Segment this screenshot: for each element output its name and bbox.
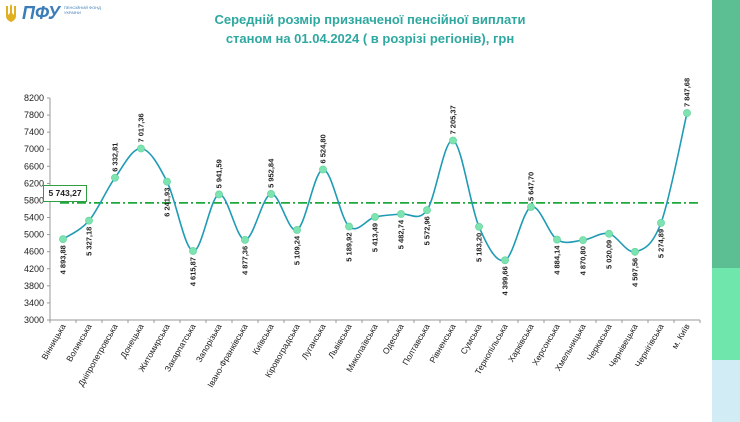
y-tick-label: 5800 bbox=[24, 195, 44, 205]
y-tick-label: 8200 bbox=[24, 93, 44, 103]
average-value-box: 5 743,27 bbox=[43, 185, 87, 202]
chart-axes: 3000 3400 3800 4200 4600 5000 5400 5800 6200 6600… bbox=[24, 93, 701, 325]
x-tick-label: Донецька bbox=[118, 322, 146, 360]
data-labels-group: 4 893,88 5 327,18 6 332,81 7 017,36 6 241,93… bbox=[59, 78, 692, 296]
y-tick-label: 5000 bbox=[24, 230, 44, 240]
y-tick-label: 7000 bbox=[24, 144, 44, 154]
data-point bbox=[137, 144, 145, 153]
data-point bbox=[527, 203, 535, 211]
x-tick-label: Харківська bbox=[506, 322, 536, 364]
data-point bbox=[267, 190, 275, 198]
data-label: 6 524,80 bbox=[319, 134, 328, 163]
data-label: 5 109,24 bbox=[293, 235, 302, 265]
data-label: 5 327,18 bbox=[85, 227, 94, 256]
data-point bbox=[319, 165, 327, 174]
data-label: 7 847,68 bbox=[683, 78, 692, 107]
sidebar-band-middle bbox=[712, 268, 740, 360]
data-point bbox=[657, 218, 665, 227]
data-point bbox=[423, 206, 431, 215]
data-point bbox=[85, 216, 93, 225]
logo-subtitle: ПЕНСІЙНИЙ ФОНД УКРАЇНИ bbox=[64, 5, 101, 15]
data-label: 5 482,74 bbox=[397, 219, 406, 249]
x-tick-label: Рівненська bbox=[427, 322, 458, 365]
data-point bbox=[501, 256, 509, 265]
data-label: 5 647,70 bbox=[527, 172, 536, 201]
y-tick-label: 4600 bbox=[24, 247, 44, 257]
y-tick-label: 3000 bbox=[24, 315, 44, 325]
sidebar-band-top bbox=[712, 0, 740, 268]
data-label: 5 952,84 bbox=[267, 158, 276, 188]
chart-title-line1: Середній розмір призначеної пенсійної ви… bbox=[214, 12, 526, 27]
data-point bbox=[215, 190, 223, 199]
y-tick-label: 6600 bbox=[24, 161, 44, 171]
data-point bbox=[683, 109, 691, 117]
data-label: 7 017,36 bbox=[137, 113, 146, 142]
data-point bbox=[371, 213, 379, 221]
chart-title: Середній розмір призначеної пенсійної ви… bbox=[150, 10, 590, 48]
x-tick-label: Черкаська bbox=[585, 322, 614, 363]
data-point bbox=[449, 136, 457, 145]
data-point bbox=[605, 229, 613, 238]
y-tick-label: 7800 bbox=[24, 110, 44, 120]
data-point bbox=[163, 177, 171, 186]
logo-text: ПФУ bbox=[22, 3, 61, 23]
data-label: 5 941,59 bbox=[215, 159, 224, 188]
x-tick-label: Волинська bbox=[64, 322, 94, 364]
data-label: 5 413,49 bbox=[371, 223, 380, 252]
x-tick-label: Одеська bbox=[380, 322, 406, 356]
data-point bbox=[59, 235, 67, 244]
data-point bbox=[189, 247, 197, 255]
data-label: 4 877,36 bbox=[241, 246, 250, 275]
y-tick-label: 7400 bbox=[24, 127, 44, 137]
data-label: 5 274,89 bbox=[657, 229, 666, 258]
x-tick-label: Львівська bbox=[326, 322, 354, 360]
data-label: 5 020,09 bbox=[605, 240, 614, 269]
data-label: 6 332,81 bbox=[111, 143, 120, 172]
x-tick-labels-group: ВінницькаВолинськаДніпропетровськаДонець… bbox=[39, 322, 692, 390]
data-point bbox=[397, 210, 405, 218]
trident-icon bbox=[6, 4, 16, 22]
data-label: 4 597,56 bbox=[631, 258, 640, 287]
data-label: 5 189,92 bbox=[345, 233, 354, 262]
x-tick-label: м. Київ bbox=[669, 322, 691, 351]
data-point bbox=[345, 222, 353, 231]
x-tick-label: Луганська bbox=[299, 322, 328, 362]
data-point bbox=[553, 235, 561, 244]
data-label: 4 870,80 bbox=[579, 246, 588, 275]
data-label: 4 893,88 bbox=[59, 245, 68, 274]
data-point bbox=[579, 236, 587, 245]
data-label: 6 241,93 bbox=[163, 188, 172, 217]
y-tick-label: 3800 bbox=[24, 281, 44, 291]
data-point bbox=[631, 247, 639, 256]
y-tick-label: 4200 bbox=[24, 264, 44, 274]
data-label: 5 183,20 bbox=[475, 233, 484, 262]
data-label: 7 205,37 bbox=[449, 105, 458, 134]
x-tick-label: Сумська bbox=[458, 322, 484, 356]
y-tick-label: 6200 bbox=[24, 178, 44, 188]
x-tick-label: Київська bbox=[250, 322, 276, 357]
y-tick-label: 5400 bbox=[24, 213, 44, 223]
data-point bbox=[241, 235, 249, 244]
sidebar-band-bottom bbox=[712, 360, 740, 422]
x-tick-label: Вінницька bbox=[39, 322, 68, 362]
chart-title-line2: станом на 01.04.2024 ( в розрізі регіоні… bbox=[225, 31, 515, 46]
data-label: 4 399,66 bbox=[501, 266, 510, 295]
decorative-sidebar bbox=[712, 0, 740, 422]
data-point bbox=[475, 222, 483, 231]
line-chart: 3000 3400 3800 4200 4600 5000 5400 5800 6200 6600… bbox=[24, 78, 701, 390]
data-label: 5 572,96 bbox=[423, 216, 432, 245]
data-point bbox=[293, 226, 301, 234]
data-label: 4 615,87 bbox=[189, 257, 198, 286]
series-group bbox=[59, 109, 691, 265]
data-label: 4 884,14 bbox=[553, 245, 562, 275]
pfu-logo: ПФУ ПЕНСІЙНИЙ ФОНД УКРАЇНИ bbox=[4, 3, 114, 25]
y-tick-label: 3400 bbox=[24, 298, 44, 308]
data-point bbox=[111, 173, 119, 182]
